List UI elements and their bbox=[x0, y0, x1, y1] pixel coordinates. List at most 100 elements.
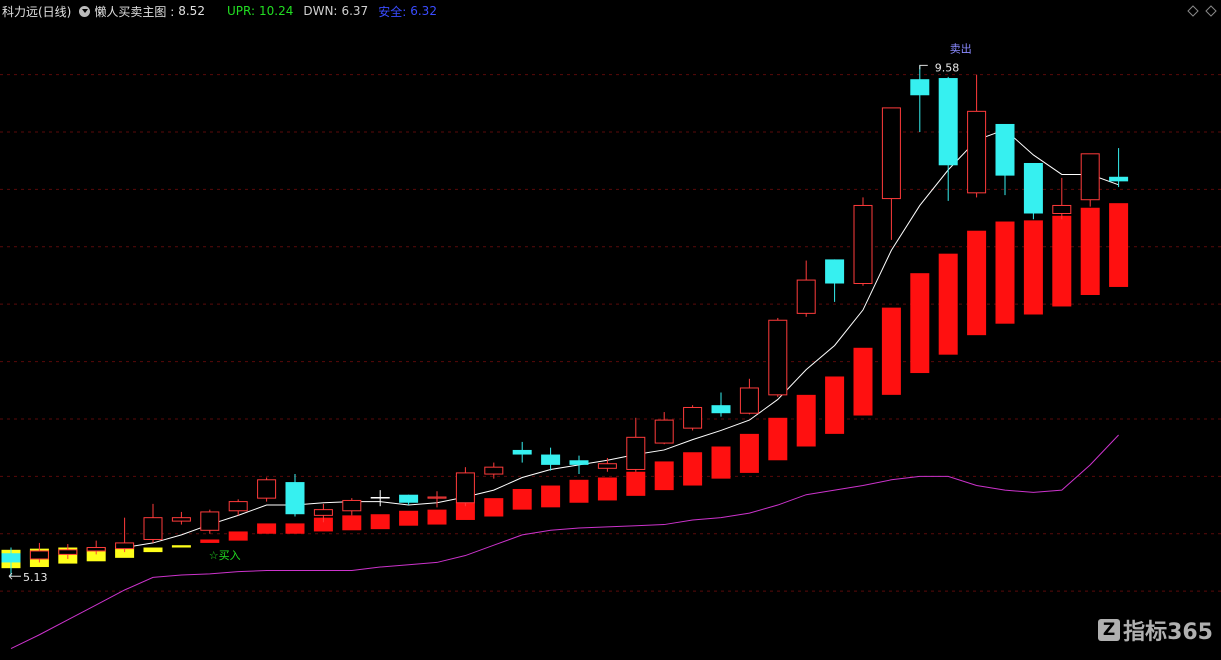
candle-body bbox=[1052, 204, 1072, 214]
candle-body bbox=[86, 547, 106, 552]
indicator-label: 懒人买卖主图 : bbox=[94, 4, 175, 19]
candle-body bbox=[370, 497, 390, 499]
candle bbox=[1, 547, 21, 577]
window-controls[interactable] bbox=[1187, 5, 1199, 17]
signal-bar bbox=[427, 509, 447, 525]
candle-body bbox=[1080, 153, 1100, 201]
signal-bar bbox=[626, 471, 646, 496]
signal-bar bbox=[995, 221, 1015, 324]
low-label: 5.13 bbox=[23, 571, 48, 584]
signal-bar bbox=[1023, 220, 1043, 315]
candle bbox=[455, 467, 475, 507]
candle-body bbox=[825, 259, 845, 284]
signal-bar bbox=[569, 479, 589, 503]
signal-bar bbox=[512, 488, 532, 510]
candle bbox=[143, 503, 163, 543]
candle-body bbox=[881, 107, 901, 200]
candle bbox=[626, 417, 646, 472]
candle-body bbox=[597, 463, 617, 469]
candle bbox=[711, 392, 731, 417]
candle bbox=[171, 511, 191, 525]
candle bbox=[427, 491, 447, 508]
signal-bar bbox=[228, 531, 248, 541]
candle bbox=[115, 517, 135, 553]
signal-bar bbox=[825, 376, 845, 434]
candle bbox=[683, 405, 703, 431]
signal-bar bbox=[1109, 203, 1129, 287]
signal-bar bbox=[910, 273, 930, 374]
signal-bar bbox=[399, 510, 419, 526]
signal-bar bbox=[541, 485, 561, 508]
candle bbox=[370, 490, 390, 507]
candle-body bbox=[967, 110, 987, 194]
high-pointer bbox=[919, 64, 928, 70]
candle-body bbox=[654, 419, 674, 444]
candle-body bbox=[285, 482, 305, 515]
high-label: 9.58 bbox=[935, 61, 960, 74]
candle bbox=[58, 544, 78, 559]
low-pointer bbox=[8, 572, 21, 580]
control-icon[interactable] bbox=[1187, 5, 1199, 17]
candle-body bbox=[853, 204, 873, 285]
candle-body bbox=[995, 123, 1015, 176]
candle-body bbox=[427, 496, 447, 499]
candle-body bbox=[399, 494, 419, 503]
candle bbox=[1023, 162, 1043, 220]
candle-body bbox=[569, 460, 589, 465]
candle bbox=[881, 107, 901, 240]
signal-bar bbox=[597, 477, 617, 501]
candle-body bbox=[228, 501, 248, 512]
candle bbox=[228, 499, 248, 516]
candle-body bbox=[739, 387, 759, 414]
signal-bar bbox=[455, 502, 475, 520]
candle bbox=[768, 317, 788, 398]
candle-body bbox=[342, 499, 362, 512]
window-controls[interactable] bbox=[1205, 5, 1217, 17]
candle bbox=[825, 259, 845, 302]
control-icon[interactable] bbox=[1205, 5, 1217, 17]
candle-body bbox=[143, 517, 163, 540]
stat-value: 6.37 bbox=[341, 4, 369, 18]
candle-body bbox=[541, 454, 561, 465]
candle-body bbox=[29, 550, 49, 560]
signal-bar bbox=[768, 417, 788, 461]
signal-bar bbox=[342, 515, 362, 531]
candle bbox=[86, 540, 106, 555]
watermark-logo: Z bbox=[1098, 619, 1121, 641]
candle bbox=[200, 509, 220, 534]
indicator-value: 8.52 bbox=[178, 4, 205, 18]
signal-bar bbox=[881, 307, 901, 395]
signal-bar bbox=[285, 523, 305, 534]
candle bbox=[257, 477, 277, 502]
candle bbox=[342, 498, 362, 516]
indicator-line bbox=[10, 434, 1119, 649]
sell-label: 卖出 bbox=[950, 41, 972, 55]
candle-body bbox=[58, 549, 78, 555]
candle bbox=[313, 503, 333, 523]
candle-body bbox=[200, 511, 220, 531]
candle-body bbox=[257, 479, 277, 499]
signal-bar bbox=[739, 433, 759, 473]
stat-label: UPR: bbox=[226, 4, 255, 18]
candle-body bbox=[484, 466, 504, 475]
header: 科力远(日线) 懒人买卖主图 : 8.52 UPR: 10.24 DWN: 6.37 安… bbox=[2, 2, 447, 20]
candle bbox=[285, 474, 305, 517]
signal-bar bbox=[313, 517, 333, 532]
candle-body bbox=[313, 509, 333, 516]
candle bbox=[1052, 177, 1072, 220]
candle-body bbox=[171, 517, 191, 522]
menu-icon[interactable] bbox=[79, 5, 91, 17]
signal-bar bbox=[171, 545, 191, 548]
candle-body bbox=[455, 472, 475, 504]
signal-bar bbox=[967, 230, 987, 336]
watermark: Z 指标365 bbox=[1098, 614, 1213, 646]
candle bbox=[597, 457, 617, 472]
candle bbox=[399, 494, 419, 506]
candle-body bbox=[768, 319, 788, 396]
signal-bar bbox=[200, 539, 220, 543]
candle-body bbox=[1023, 162, 1043, 214]
candle bbox=[995, 123, 1015, 196]
buy-label: ☆买入 bbox=[209, 549, 241, 562]
candle bbox=[512, 441, 532, 463]
